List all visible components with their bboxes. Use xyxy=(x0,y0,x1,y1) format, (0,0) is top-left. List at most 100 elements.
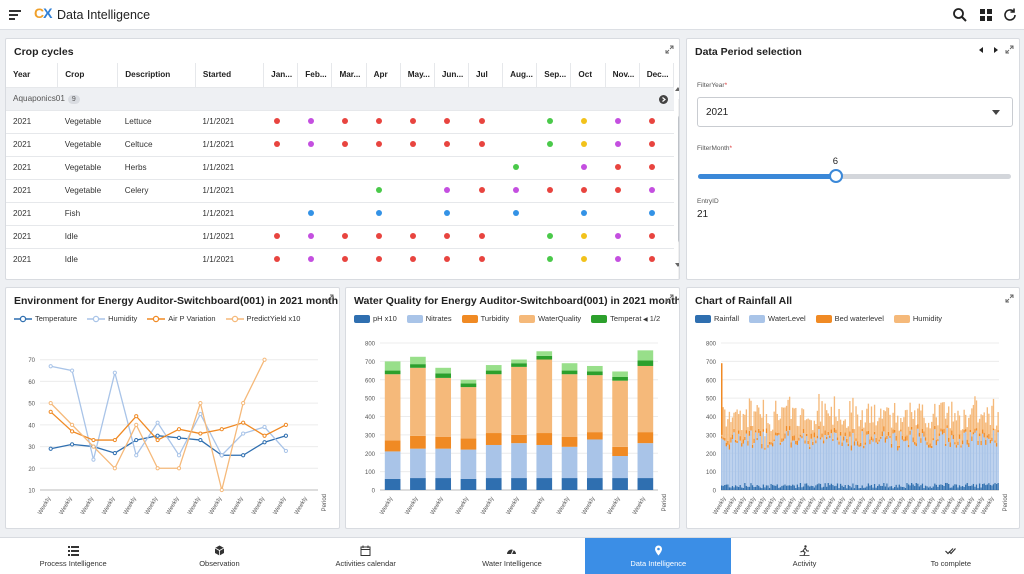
nav-item-activities-calendar[interactable]: Activities calendar xyxy=(293,538,439,574)
bar-segment xyxy=(824,434,826,484)
legend-item[interactable]: Nitrates xyxy=(406,314,452,323)
legend-item[interactable]: Rainfall xyxy=(695,314,739,323)
nav-item-to-complete[interactable]: To complete xyxy=(878,538,1024,574)
next-icon[interactable] xyxy=(992,46,999,54)
legend-item[interactable]: WaterLevel xyxy=(749,314,806,323)
expand-icon[interactable] xyxy=(665,294,674,303)
y-tick-label: 400 xyxy=(706,415,717,421)
location-pin-icon xyxy=(654,545,662,555)
nav-item-water-intelligence[interactable]: Water Intelligence xyxy=(439,538,585,574)
bar-segment xyxy=(940,431,942,485)
table-row[interactable]: 2021 Vegetable Celtuce 1/1/2021 xyxy=(6,132,674,156)
crop-table: Year Crop Description Started Jan... Feb... Ma… xyxy=(6,63,675,271)
column-header[interactable]: Dec... xyxy=(639,63,675,87)
filter-year-select[interactable]: 2021 xyxy=(697,97,1013,127)
bar-segment xyxy=(775,400,777,433)
table-row[interactable]: 2021 Fish 1/1/2021 xyxy=(6,201,674,225)
data-point xyxy=(134,437,139,443)
collapse-group-icon[interactable] xyxy=(658,94,668,104)
cell-month xyxy=(468,201,503,225)
bar-segment xyxy=(798,440,800,488)
data-point xyxy=(176,435,182,440)
bar-segment xyxy=(802,486,805,490)
table-row[interactable]: 2021 Vegetable Herbs 1/1/2021 xyxy=(6,155,674,179)
search-icon[interactable] xyxy=(952,7,968,23)
column-header[interactable]: Crop xyxy=(57,63,119,87)
bar-segment xyxy=(511,363,527,367)
bar-segment xyxy=(965,484,967,490)
scroll-down-icon[interactable] xyxy=(674,262,680,268)
x-tick-label: Weekly xyxy=(123,496,138,516)
bar-segment xyxy=(910,482,913,490)
slider-thumb[interactable] xyxy=(828,169,843,183)
legend-pager[interactable]: ◀ 1/2 xyxy=(643,314,661,323)
bar-segment xyxy=(770,442,772,445)
legend-item[interactable]: Air P Variation xyxy=(147,314,216,323)
expand-icon[interactable] xyxy=(1005,45,1014,54)
column-header[interactable]: Oct xyxy=(570,63,606,87)
bar-segment xyxy=(966,444,968,483)
column-header[interactable]: Aug... xyxy=(502,63,538,87)
refresh-icon[interactable] xyxy=(1002,7,1018,23)
expand-icon[interactable] xyxy=(665,45,674,54)
expand-icon[interactable] xyxy=(325,294,334,303)
legend-swatch xyxy=(893,314,910,323)
bar-segment xyxy=(744,440,746,483)
table-row[interactable]: 2021 Vegetable Celery 1/1/2021 xyxy=(6,178,674,202)
grid-view-icon[interactable] xyxy=(978,7,994,23)
column-header[interactable]: Jan... xyxy=(263,63,299,87)
bar-segment xyxy=(799,434,802,437)
prev-icon[interactable] xyxy=(978,46,985,54)
column-header[interactable]: Description xyxy=(117,63,196,87)
nav-item-activity[interactable]: Activity xyxy=(731,538,877,574)
bar-segment xyxy=(785,426,788,432)
legend-item[interactable]: Temperature xyxy=(14,314,77,323)
table-row[interactable]: 2021 Idle 1/1/2021 xyxy=(6,224,674,248)
filter-month-slider[interactable] xyxy=(698,169,1011,183)
column-header[interactable]: Feb... xyxy=(297,63,333,87)
column-header[interactable]: Apr xyxy=(366,63,401,87)
bar-segment xyxy=(887,435,890,488)
group-row[interactable]: Aquaponics01 9 xyxy=(6,86,674,110)
legend-item[interactable]: Temperat xyxy=(591,314,641,323)
legend-item[interactable]: pH x10 xyxy=(354,314,397,323)
column-header[interactable]: Nov... xyxy=(605,63,640,87)
column-header[interactable]: Jul xyxy=(468,63,504,87)
table-row[interactable]: 2021 Idle 1/1/2021 xyxy=(6,247,674,271)
cell-month xyxy=(468,178,503,202)
cell-month xyxy=(297,155,332,179)
bar-segment xyxy=(796,484,799,490)
scroll-up-icon[interactable] xyxy=(674,86,680,92)
bar-segment xyxy=(886,483,888,490)
legend-item[interactable]: Humidity xyxy=(87,314,137,323)
nav-item-label: Activities calendar xyxy=(335,558,396,568)
legend-item[interactable]: Turbidity xyxy=(461,314,509,323)
vertical-scrollbar[interactable] xyxy=(678,99,679,279)
legend-item[interactable]: Bed waterlevel xyxy=(815,314,884,323)
column-header[interactable]: Mar... xyxy=(331,63,367,87)
nav-item-data-intelligence[interactable]: Data Intelligence xyxy=(585,538,732,574)
bar-segment xyxy=(907,447,910,485)
legend-item[interactable]: PredictYield x10 xyxy=(225,314,300,323)
legend-swatch xyxy=(591,314,608,323)
bar-segment xyxy=(784,407,786,434)
column-header[interactable]: Year xyxy=(6,63,59,87)
bar-segment xyxy=(830,433,832,484)
nav-item-observation[interactable]: Observation xyxy=(146,538,292,574)
bar-segment xyxy=(737,433,740,487)
menu-icon[interactable] xyxy=(9,10,21,20)
prev-icon[interactable]: ◀ xyxy=(643,317,648,323)
bar-segment xyxy=(931,445,933,449)
nav-item-process-intelligence[interactable]: Process Intelligence xyxy=(0,538,146,574)
legend-item[interactable]: WaterQuality xyxy=(519,314,581,323)
bar-segment xyxy=(849,431,851,437)
bar-segment xyxy=(926,427,928,443)
table-row[interactable]: 2021 Vegetable Lettuce 1/1/2021 xyxy=(6,109,674,133)
expand-icon[interactable] xyxy=(1005,294,1014,303)
column-header[interactable]: Sep... xyxy=(536,63,572,87)
legend-item[interactable]: Humidity xyxy=(893,314,942,323)
column-header[interactable]: Started xyxy=(195,63,265,87)
y-tick-label: 40 xyxy=(28,423,35,429)
column-header[interactable]: May... xyxy=(400,63,435,87)
column-header[interactable]: Jun... xyxy=(434,63,470,87)
